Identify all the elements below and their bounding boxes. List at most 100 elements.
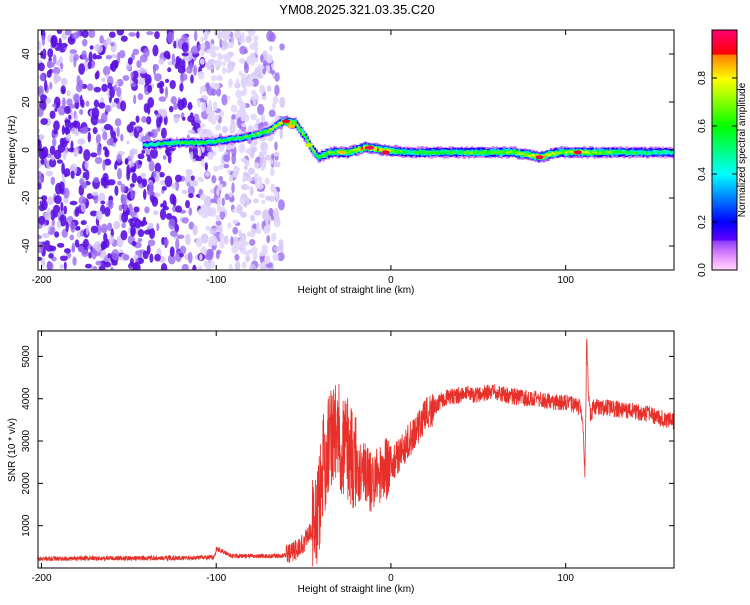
noise-cell	[204, 162, 208, 171]
noise-cell	[246, 197, 250, 206]
noise-cell	[197, 70, 205, 80]
noise-cell	[200, 42, 206, 50]
ridge-cell	[525, 154, 528, 157]
noise-cell	[38, 87, 43, 94]
colorbar-strip	[712, 82, 737, 85]
ridge-cell	[628, 151, 631, 154]
noise-cell	[93, 99, 100, 108]
noise-cell	[147, 189, 155, 196]
noise-cell	[219, 206, 226, 212]
noise-cell	[207, 151, 214, 158]
noise-cell	[277, 199, 285, 211]
noise-cell	[38, 256, 43, 262]
colorbar-strip	[712, 208, 737, 211]
ridge-cell	[233, 136, 236, 140]
ridge-cell	[516, 151, 519, 155]
ridge-cell	[485, 152, 488, 155]
noise-cell	[54, 195, 62, 205]
noise-cell	[198, 177, 205, 183]
colorbar-strip	[712, 132, 737, 135]
ridge-cell	[490, 151, 493, 154]
noise-cell	[48, 253, 54, 259]
colorbar-strip	[712, 108, 737, 111]
ridge-cell	[404, 150, 407, 154]
noise-cell	[130, 217, 139, 222]
noise-cell	[126, 140, 130, 145]
noise-cell	[48, 158, 57, 168]
ridge-cell	[665, 149, 668, 154]
noise-cell	[92, 127, 98, 135]
colorbar-strip	[712, 246, 737, 249]
ridge-cell	[188, 141, 191, 144]
ridge-cell	[273, 125, 276, 128]
colorbar-strip	[712, 30, 737, 33]
noise-cell	[80, 99, 85, 108]
x-tick-label: 0	[388, 573, 394, 584]
colorbar-strip	[712, 38, 737, 41]
noise-cell	[192, 224, 198, 236]
colorbar-strip	[712, 200, 737, 203]
colorbar-strip	[712, 170, 737, 173]
noise-cell	[95, 133, 101, 144]
noise-cell	[264, 154, 272, 161]
noise-cell	[177, 65, 186, 74]
colorbar-strip	[712, 122, 737, 125]
noise-cell	[195, 237, 203, 248]
ridge-cell	[347, 151, 350, 155]
noise-cell	[216, 87, 222, 97]
ridge-peak	[535, 155, 544, 160]
noise-cell	[244, 60, 248, 70]
noise-cell	[156, 82, 163, 89]
noise-cell	[262, 144, 267, 153]
noise-cell	[248, 263, 257, 270]
ridge-cell	[459, 150, 461, 154]
ridge-cell	[149, 142, 152, 146]
noise-cell	[120, 230, 128, 241]
colorbar-strip	[712, 64, 737, 67]
noise-cell	[69, 200, 78, 206]
ridge-cell	[385, 148, 388, 152]
ridge-cell	[661, 150, 664, 153]
ridge-cell	[618, 150, 620, 153]
ridge-cell	[502, 151, 505, 155]
noise-cell	[148, 181, 154, 193]
ridge-cell	[303, 134, 306, 137]
ridge-cell	[170, 142, 173, 145]
noise-cell	[41, 35, 46, 47]
noise-cell	[93, 193, 99, 204]
noise-cell	[53, 129, 58, 135]
ridge-cell	[296, 124, 299, 127]
noise-cell	[231, 244, 239, 254]
colorbar-strip	[712, 140, 737, 143]
noise-cell	[167, 153, 172, 164]
noise-cell	[61, 162, 65, 175]
noise-cell	[219, 232, 225, 241]
noise-cell	[177, 99, 185, 111]
noise-cell	[240, 116, 245, 122]
ridge-cell	[263, 130, 266, 133]
ridge-cell	[160, 142, 163, 145]
noise-cell	[260, 113, 266, 123]
ridge-cell	[558, 151, 561, 155]
ridge-cell	[501, 151, 503, 155]
noise-cell	[95, 44, 103, 54]
noise-cell	[181, 263, 189, 270]
noise-cell	[235, 78, 240, 88]
noise-cell	[78, 79, 84, 90]
ridge-cell	[434, 151, 437, 154]
ridge-cell	[583, 151, 586, 154]
colorbar-tick-label: 0.0	[697, 263, 708, 277]
noise-cell	[142, 216, 147, 222]
colorbar-strip	[712, 72, 737, 75]
ridge-cell	[240, 137, 243, 140]
noise-cell	[203, 261, 207, 266]
ridge-cell	[515, 149, 517, 154]
colorbar-strip	[712, 260, 737, 263]
ridge-cell	[508, 150, 510, 154]
ridge-cell	[174, 140, 177, 144]
colorbar-strip	[712, 268, 737, 271]
noise-cell	[187, 185, 195, 195]
noise-cell	[221, 197, 225, 207]
noise-cell	[64, 30, 72, 36]
